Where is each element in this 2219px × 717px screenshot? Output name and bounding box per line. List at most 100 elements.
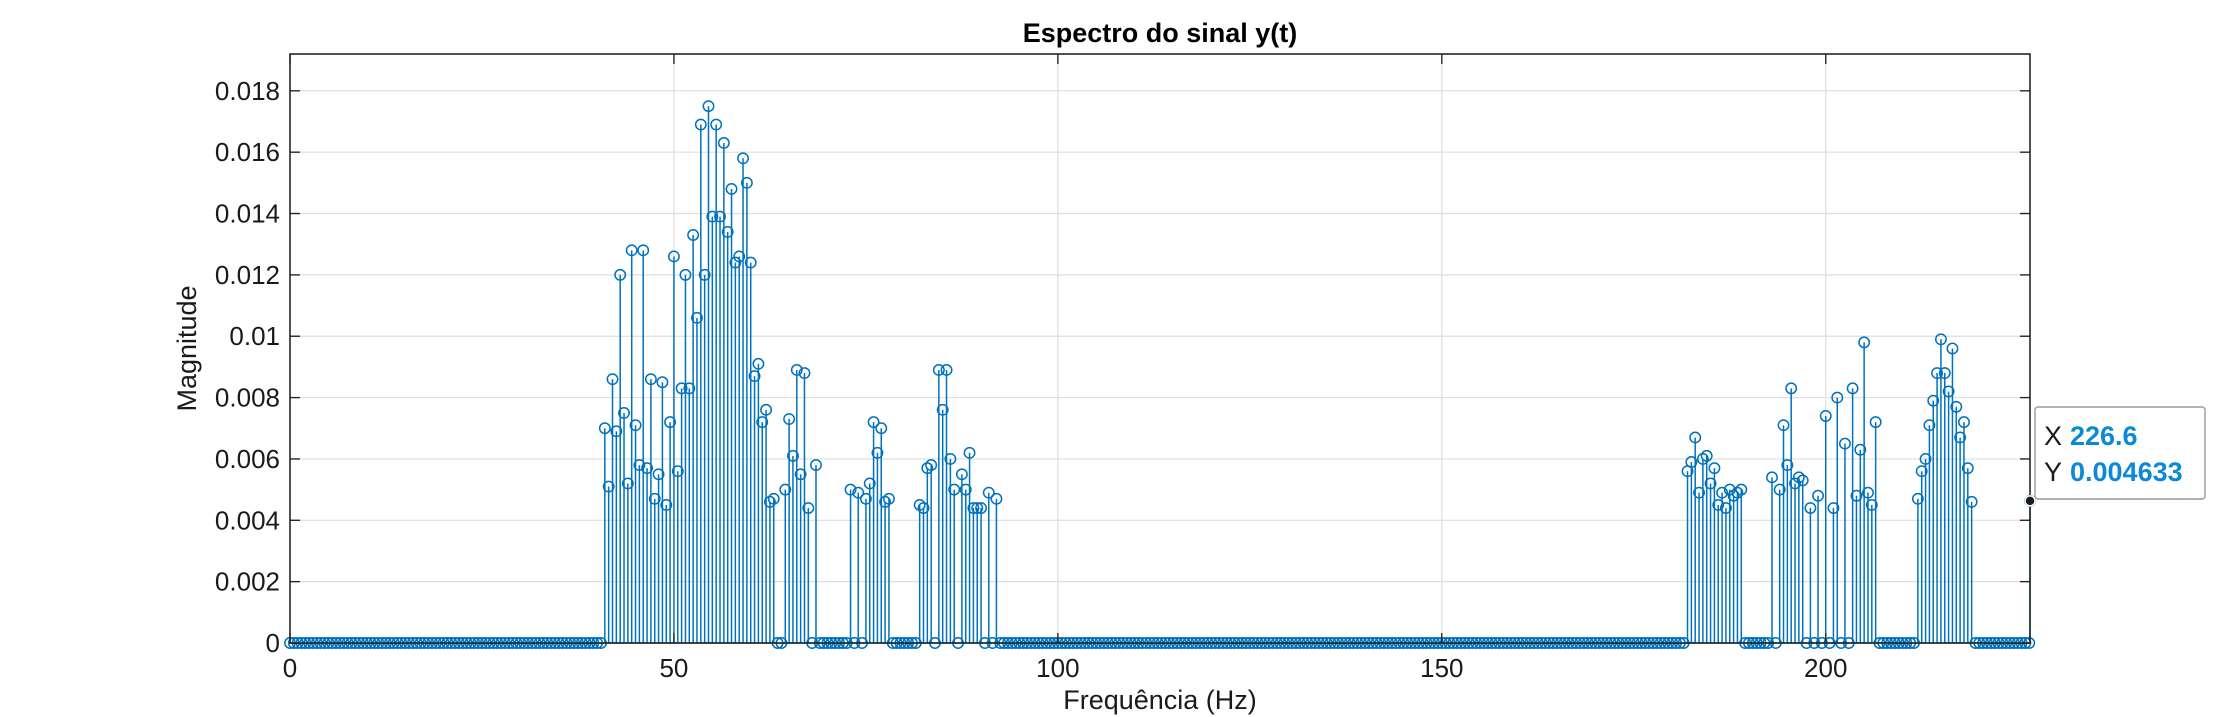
stem-marker (859, 492, 872, 505)
stem-marker (744, 256, 757, 269)
stem-marker (698, 268, 711, 281)
stem-marker (606, 373, 619, 386)
grid (290, 54, 2030, 643)
stem-marker (932, 364, 945, 376)
stem-marker (1777, 419, 1790, 432)
stem-marker (717, 137, 730, 149)
x-tick-label: 150 (1420, 653, 1463, 683)
stem-marker (982, 486, 995, 499)
stem-marker (633, 459, 646, 472)
y-tick-label: 0.016 (215, 137, 280, 167)
stem-marker (641, 462, 654, 475)
stem-marker (1862, 486, 1874, 499)
stem-marker (990, 492, 1003, 505)
stem-marker (733, 250, 746, 263)
datatip[interactable]: X 226.6 Y 0.004633 (2024, 406, 2206, 507)
stem-marker (844, 483, 857, 496)
y-tick-label: 0.004 (215, 505, 280, 535)
stem-marker (971, 502, 984, 514)
stem-marker (1915, 465, 1928, 478)
stem-marker (1950, 400, 1963, 413)
stem-marker (790, 364, 803, 376)
stem-marker (614, 268, 627, 281)
stem-marker (875, 422, 888, 435)
stem-marker (787, 449, 799, 462)
stem-marker (783, 413, 796, 426)
x-axis-label: Frequência (Hz) (1063, 685, 1257, 715)
datatip-x-value: 226.6 (2070, 421, 2138, 451)
y-tick-label: 0.012 (215, 260, 280, 290)
stem-marker (959, 483, 972, 496)
stem-marker (1796, 474, 1809, 487)
stem-marker (925, 459, 938, 472)
stem-marker (721, 225, 734, 238)
stem-marker (621, 477, 634, 490)
stem-marker (687, 229, 700, 241)
stem-marker (1911, 492, 1924, 505)
datatip-y-value: 0.004633 (2070, 457, 2183, 487)
stem-marker (1785, 382, 1798, 395)
stem-marker (867, 416, 880, 429)
stem-marker (1792, 471, 1805, 484)
stem-marker (644, 373, 657, 386)
x-tick-label: 100 (1036, 653, 1079, 683)
stem-marker (1931, 367, 1944, 379)
stem-marker (625, 244, 638, 257)
stem-marker (852, 486, 865, 499)
stem-marker (798, 367, 811, 379)
stem-marker (1819, 410, 1832, 422)
stem-marker (656, 376, 669, 389)
stem-marker (1958, 416, 1970, 429)
stem-marker (1685, 456, 1698, 468)
stem-marker (1700, 449, 1713, 462)
stem-marker (763, 495, 776, 508)
stem-marker (679, 268, 692, 281)
stem-marker (917, 502, 930, 514)
y-tick-label: 0.008 (215, 383, 280, 413)
stem-marker (652, 468, 665, 481)
stem-marker (691, 311, 703, 324)
stem-marker (1716, 486, 1729, 499)
stem-marker (863, 477, 876, 490)
stem-marker (1827, 502, 1840, 514)
stem-marker (1942, 385, 1955, 398)
stem-marker (1831, 391, 1844, 404)
stem-marker (1838, 437, 1851, 450)
y-tick-label: 0.018 (215, 76, 280, 106)
stem-marker (748, 370, 761, 383)
stem-marker (1789, 477, 1801, 490)
stem-marker (752, 357, 765, 370)
stem-marker (1965, 495, 1978, 508)
stem-marker (810, 459, 822, 472)
stem-marker (737, 152, 749, 165)
stem-marker (725, 183, 738, 195)
stem-marker (1961, 462, 1974, 475)
stem-marker (1865, 499, 1878, 511)
stem-marker (882, 492, 895, 505)
stem-marker (779, 483, 792, 496)
x-tick-label: 200 (1804, 653, 1847, 683)
stem-marker (667, 250, 680, 263)
stem-marker (1923, 419, 1936, 432)
stem-marker (1938, 367, 1951, 379)
plot-area (290, 54, 2030, 643)
axes-box (289, 53, 2031, 644)
chart-title: Espectro do sinal y(t) (1023, 18, 1298, 48)
stem-marker (1719, 502, 1732, 514)
stem-marker (629, 419, 642, 432)
stem-marker (1919, 452, 1932, 465)
y-tick-label: 0.002 (215, 567, 280, 597)
stem-marker (1727, 489, 1740, 502)
stem-marker (683, 382, 696, 395)
stem-marker (1735, 483, 1748, 496)
datatip-y-label: Y (2044, 457, 2062, 487)
stem-marker (694, 118, 707, 131)
stem-marker (598, 422, 611, 435)
y-tick-label: 0.01 (229, 321, 280, 351)
stem-marker (1846, 382, 1859, 395)
stem-marker (760, 403, 773, 416)
stem-marker (729, 256, 742, 269)
stem-marker (1854, 443, 1867, 456)
stem-marker (648, 492, 661, 505)
stem-marker (1708, 462, 1721, 475)
